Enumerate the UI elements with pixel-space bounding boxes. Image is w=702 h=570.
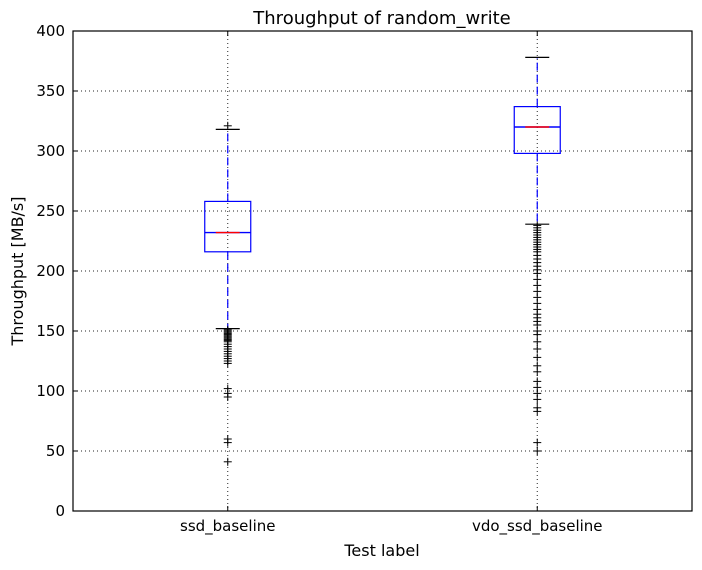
x-tick-label: vdo_ssd_baseline	[472, 517, 603, 536]
flier-point	[533, 330, 542, 339]
flier-point	[533, 407, 542, 416]
box-group-ssd_baseline	[204, 121, 252, 466]
flier-point	[223, 121, 232, 130]
flier-point	[533, 395, 542, 404]
chart-title: Throughput of random_write	[252, 8, 510, 29]
x-axis-label: Test label	[343, 541, 419, 560]
flier-point	[223, 457, 232, 466]
y-tick-label: 150	[36, 322, 65, 340]
flier-point	[533, 367, 542, 376]
flier-point	[223, 438, 232, 447]
y-tick-label: 100	[36, 382, 65, 400]
y-tick-label: 0	[55, 502, 65, 520]
flier-point	[533, 438, 542, 447]
flier-point	[533, 353, 542, 362]
flier-point	[533, 447, 542, 455]
axis-ticks	[73, 30, 692, 512]
y-tick-label: 50	[46, 442, 65, 460]
y-tick-label: 400	[36, 22, 65, 40]
flier-point	[533, 345, 542, 353]
y-tick-label: 350	[36, 82, 65, 100]
flier-point	[223, 359, 232, 368]
grid-lines	[73, 30, 692, 512]
y-tick-label: 200	[36, 262, 65, 280]
x-tick-label: ssd_baseline	[180, 517, 275, 536]
iqr-box	[204, 200, 252, 253]
flier-point	[533, 337, 542, 346]
iqr-box	[513, 105, 561, 154]
flier-point	[223, 393, 232, 401]
box-group-vdo_ssd_baseline	[513, 56, 561, 455]
tick-labels: 0 50 100 150 200 250 300 350 400 ssd_baseline vdo_…	[36, 22, 602, 536]
box-series	[204, 56, 561, 466]
y-axis-label: Throughput [MB/s]	[8, 196, 27, 346]
y-tick-label: 300	[36, 142, 65, 160]
y-tick-label: 250	[36, 202, 65, 220]
